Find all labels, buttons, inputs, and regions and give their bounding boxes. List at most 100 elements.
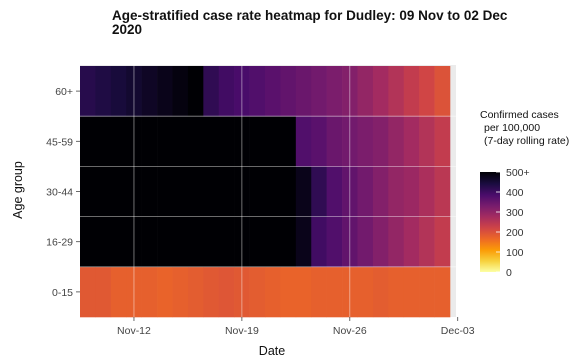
heatmap-cell [280, 66, 297, 117]
heatmap-cell [265, 166, 281, 217]
heatmap-cell [403, 116, 420, 167]
heatmap-cell [419, 216, 435, 268]
heatmap-cell [141, 116, 158, 167]
heatmap-cell [434, 216, 451, 268]
heatmap-cell [265, 266, 281, 318]
grid-lines [80, 65, 459, 317]
heatmap-cell [187, 216, 204, 268]
heatmap-cell [326, 116, 343, 167]
heatmap-cell [419, 116, 435, 167]
colorbar-tick-label: 400 [506, 187, 524, 199]
heatmap-cell [265, 216, 281, 268]
heatmap-cell [141, 66, 158, 117]
heatmap-cell [203, 66, 220, 117]
heatmap-cell [95, 216, 112, 268]
colorbar-tick-label: 500+ [506, 167, 530, 179]
heatmap-cell [372, 216, 389, 268]
chart-title: Age-stratified case rate heatmap for Dud… [112, 8, 508, 23]
y-axis-ticks: 0-15 16-29 30-44 45-59 60+ [46, 86, 80, 299]
heatmap-cell [203, 166, 220, 217]
y-axis-title: Age group [11, 161, 25, 219]
heatmap-cell [419, 266, 435, 318]
heatmap-cell [434, 116, 451, 167]
heatmap-cell [388, 266, 405, 318]
heatmap-cell [372, 66, 389, 117]
heatmap-cell [372, 266, 389, 318]
heatmap-cell [95, 266, 112, 318]
heatmap-cell [218, 266, 235, 318]
heatmap-cell [403, 216, 420, 268]
y-tick-label: 60+ [55, 86, 73, 98]
heatmap-cell [172, 66, 189, 117]
heatmap-cell [419, 66, 435, 117]
y-tick-label: 45-59 [46, 136, 73, 148]
heatmap-cell [265, 66, 281, 117]
heatmap-cell [157, 266, 173, 318]
x-tick-label: Nov-19 [225, 325, 259, 337]
heatmap-cell [311, 116, 327, 167]
heatmap-cell [295, 116, 312, 167]
heatmap-cell [388, 216, 405, 268]
heatmap-cell [157, 166, 173, 217]
heatmap-cell [187, 266, 204, 318]
heatmap-cell [187, 116, 204, 167]
colorbar [480, 172, 500, 272]
heatmap-cell [357, 66, 374, 117]
heatmap-cell [311, 166, 327, 217]
heatmap-cell [403, 66, 420, 117]
colorbar-ticks: 500+ 400 300 200 100 0 [496, 167, 530, 279]
heatmap-cell [311, 266, 327, 318]
heatmap-cell [203, 266, 220, 318]
heatmap-cell [295, 216, 312, 268]
heatmap-cell [326, 166, 343, 217]
heatmap-cell [295, 266, 312, 318]
heatmap-cell [110, 166, 127, 217]
heatmap-cells [80, 66, 451, 318]
heatmap-cell [218, 66, 235, 117]
heatmap-cell [110, 216, 127, 268]
heatmap-cell [172, 216, 189, 268]
legend-title-line1: Confirmed cases [480, 109, 559, 121]
heatmap-cell [403, 266, 420, 318]
heatmap-cell [295, 66, 312, 117]
heatmap-cell [280, 166, 297, 217]
heatmap-cell [357, 216, 374, 268]
heatmap-cell [249, 66, 266, 117]
heatmap-cell [249, 266, 266, 318]
x-tick-label: Dec-03 [441, 325, 475, 337]
heatmap-cell [95, 66, 112, 117]
heatmap-cell [357, 166, 374, 217]
heatmap-cell [357, 116, 374, 167]
heatmap-cell [80, 66, 96, 117]
heatmap-cell [187, 166, 204, 217]
heatmap-cell [280, 266, 297, 318]
heatmap-cell [141, 216, 158, 268]
heatmap-cell [110, 266, 127, 318]
legend-title-line2: per 100,000 [484, 122, 540, 134]
heatmap-cell [172, 116, 189, 167]
heatmap-cell [249, 166, 266, 217]
heatmap-cell [326, 66, 343, 117]
colorbar-tick-label: 100 [506, 247, 524, 259]
colorbar-tick-label: 300 [506, 207, 524, 219]
heatmap-cell [157, 116, 173, 167]
heatmap-cell [172, 266, 189, 318]
heatmap-cell [203, 116, 220, 167]
heatmap-cell [419, 166, 435, 217]
heatmap-cell [80, 166, 96, 217]
heatmap-cell [95, 166, 112, 217]
x-tick-label: Nov-12 [117, 325, 151, 337]
heatmap-cell [218, 116, 235, 167]
colorbar-tick-label: 200 [506, 227, 524, 239]
heatmap-cell [388, 116, 405, 167]
heatmap-cell [218, 216, 235, 268]
y-tick-label: 0-15 [52, 287, 73, 299]
heatmap-cell [110, 66, 127, 117]
heatmap-cell [280, 116, 297, 167]
heatmap-cell [265, 116, 281, 167]
heatmap-cell [326, 266, 343, 318]
y-tick-label: 16-29 [46, 237, 73, 249]
heatmap-cell [357, 266, 374, 318]
heatmap-cell [249, 216, 266, 268]
